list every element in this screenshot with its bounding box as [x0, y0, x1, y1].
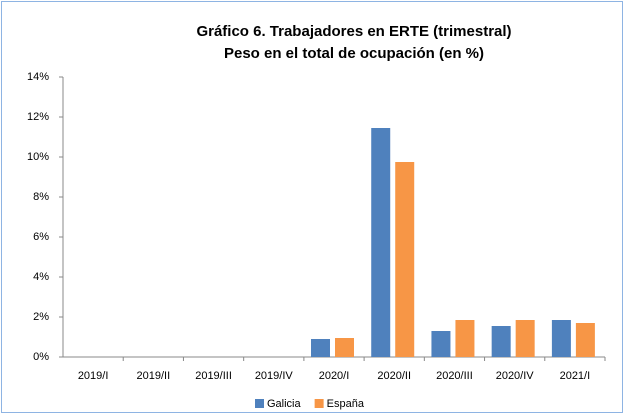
y-tick-label: 0% — [33, 351, 49, 363]
x-tick-label: 2021/I — [560, 370, 591, 382]
chart-subtitle: Peso en el total de ocupación (en %) — [224, 45, 484, 62]
bar — [431, 331, 451, 357]
legend-swatch — [255, 399, 264, 408]
y-tick-label: 14% — [27, 71, 49, 83]
bar — [515, 320, 535, 357]
chart-title: Gráfico 6. Trabajadores en ERTE (trimest… — [196, 23, 511, 40]
bar — [395, 162, 415, 357]
x-tick-label: 2019/I — [78, 370, 109, 382]
y-tick-label: 6% — [33, 231, 49, 243]
x-tick-label: 2019/II — [137, 370, 171, 382]
x-tick-label: 2020/III — [436, 370, 473, 382]
bar — [335, 338, 354, 357]
bar — [371, 128, 391, 357]
y-tick-label: 12% — [27, 111, 49, 123]
x-tick-label: 2020/I — [319, 370, 350, 382]
y-tick-label: 2% — [33, 311, 49, 323]
bar — [491, 326, 511, 357]
x-tick-label: 2019/IV — [255, 370, 294, 382]
y-tick-label: 4% — [33, 271, 49, 283]
x-tick-label: 2019/III — [195, 370, 232, 382]
legend-label: Galicia — [267, 398, 302, 410]
y-tick-label: 10% — [27, 151, 49, 163]
x-tick-label: 2020/II — [377, 370, 411, 382]
x-tick-label: 2020/IV — [496, 370, 535, 382]
bar — [551, 320, 571, 357]
legend-label: España — [327, 398, 365, 410]
bar — [575, 323, 595, 357]
y-tick-label: 8% — [33, 191, 49, 203]
bar — [455, 320, 475, 357]
legend-swatch — [314, 399, 324, 408]
bar — [311, 339, 330, 357]
